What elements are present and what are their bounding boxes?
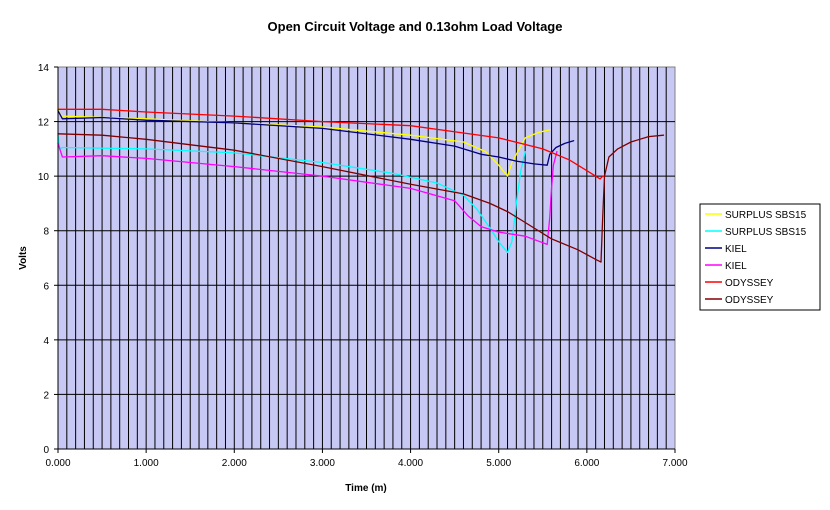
legend: SURPLUS SBS15 SURPLUS SBS15 KIEL KIEL ODYSSE… (699, 203, 821, 311)
legend-label: SURPLUS SBS15 (725, 227, 807, 238)
x-tick-label: 2.000 (222, 458, 247, 469)
x-tick-label: 7.000 (662, 458, 687, 469)
x-axis-label: Time (m) (345, 483, 387, 494)
legend-label: ODYSSEY (725, 278, 774, 289)
y-tick-label: 12 (38, 118, 50, 129)
axes (54, 66, 676, 453)
x-tick-label: 5.000 (486, 458, 511, 469)
series-line-6 (57, 133, 665, 263)
y-axis-label: Volts (18, 246, 29, 270)
series-line-2 (57, 134, 526, 254)
legend-label: SURPLUS SBS15 (725, 210, 807, 221)
legend-box (699, 203, 821, 311)
series-line-5 (57, 108, 604, 180)
x-tick-label: 3.000 (310, 458, 335, 469)
y-tick-label: 2 (43, 390, 49, 401)
series-line-1 (57, 107, 551, 177)
x-tick-label: 0.000 (45, 458, 70, 469)
y-tick-label: 14 (38, 63, 50, 74)
y-tick-label: 6 (43, 281, 49, 292)
y-tick-label: 0 (43, 445, 49, 456)
series-lines (57, 107, 665, 263)
gridlines (58, 67, 675, 449)
x-tick-label: 6.000 (574, 458, 599, 469)
y-tick-labels: 0 2 4 6 8 10 12 14 (38, 63, 50, 456)
legend-label: KIEL (725, 244, 747, 255)
y-tick-label: 4 (43, 336, 49, 347)
chart-title: Open Circuit Voltage and 0.13ohm Load Vo… (268, 19, 563, 34)
legend-label: ODYSSEY (725, 295, 774, 306)
x-tick-label: 4.000 (398, 458, 423, 469)
y-tick-label: 10 (38, 172, 50, 183)
series-line-4 (57, 142, 558, 246)
y-tick-label: 8 (43, 227, 49, 238)
legend-label: KIEL (725, 261, 747, 272)
x-tick-label: 1.000 (134, 458, 159, 469)
x-tick-labels: 0.000 1.000 2.000 3.000 4.000 5.000 6.000 7.000 (45, 458, 687, 469)
